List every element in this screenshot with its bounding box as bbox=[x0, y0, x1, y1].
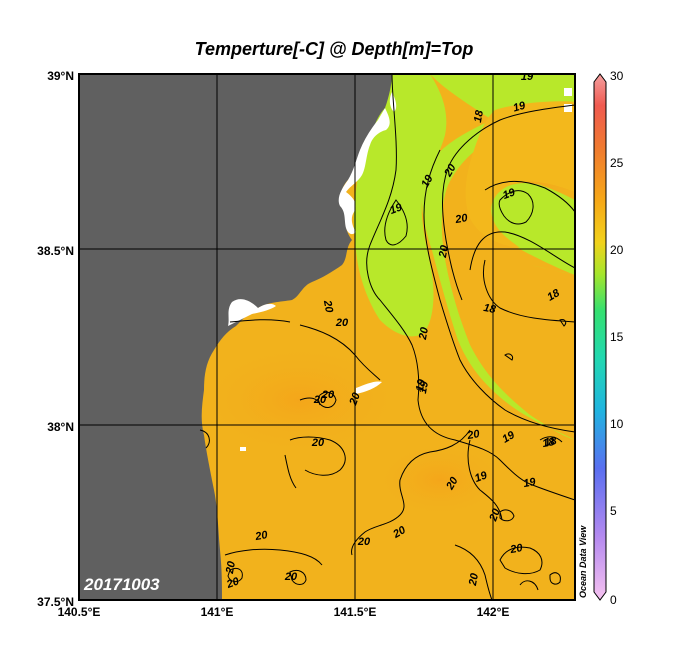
lon-tick-label: 141°E bbox=[201, 605, 234, 619]
lat-tick-label: 38.5°N bbox=[37, 244, 74, 258]
colorbar: 30 25 20 15 10 5 0 bbox=[593, 69, 624, 607]
lat-tick-label: 37.5°N bbox=[37, 595, 74, 609]
odv-credit: Ocean Data View bbox=[578, 525, 588, 598]
colorbar-tick-label: 15 bbox=[610, 330, 624, 344]
lat-axis: 39°N 38.5°N 38°N 37.5°N bbox=[37, 69, 74, 609]
land-mass bbox=[79, 74, 392, 600]
lon-tick-label: 141.5°E bbox=[334, 605, 377, 619]
contour-label: 20 bbox=[508, 542, 524, 556]
lat-tick-label: 38°N bbox=[47, 420, 74, 434]
contour-label: 18 bbox=[482, 302, 497, 316]
lon-tick-label: 142°E bbox=[477, 605, 510, 619]
no-data-coast bbox=[564, 104, 572, 112]
colorbar-bar bbox=[593, 73, 607, 601]
colorbar-tick-label: 0 bbox=[610, 593, 617, 607]
cool-water-region-east bbox=[421, 74, 575, 440]
contour-label: 20 bbox=[487, 506, 503, 523]
lon-axis: 140.5°E 141°E 141.5°E 142°E bbox=[58, 605, 510, 619]
contour-label: 20 bbox=[253, 529, 269, 543]
contour-label: 20 bbox=[321, 298, 335, 314]
isotherm-contours bbox=[199, 74, 575, 600]
colorbar-tick-label: 10 bbox=[610, 417, 624, 431]
contour-label: 20 bbox=[313, 394, 327, 406]
contour-label: 19 bbox=[521, 71, 534, 83]
contour-label: 20 bbox=[224, 575, 241, 591]
contour-label: 18 bbox=[543, 435, 558, 449]
no-data-coast bbox=[356, 381, 382, 394]
contour-label: 19 bbox=[417, 380, 431, 395]
contour-label: 18 bbox=[541, 436, 556, 450]
warm-patch bbox=[370, 440, 510, 520]
no-data-coast bbox=[338, 108, 390, 235]
contour-label: 20 bbox=[357, 536, 371, 548]
contour-label: 20 bbox=[224, 560, 238, 576]
no-data-coast bbox=[228, 299, 276, 326]
contour-label: 20 bbox=[335, 317, 349, 329]
contour-label: 18 bbox=[472, 109, 486, 124]
date-label: 20171003 bbox=[83, 575, 160, 594]
contour-label: 20 bbox=[311, 437, 325, 449]
colorbar-tick-label: 25 bbox=[610, 156, 624, 170]
contour-label: 20 bbox=[453, 212, 469, 226]
plot-frame bbox=[78, 73, 576, 601]
contour-label: 20 bbox=[465, 428, 481, 442]
chart-title: Temperture[-C] @ Depth[m]=Top bbox=[195, 39, 474, 59]
contour-label: 19 bbox=[512, 99, 528, 114]
contour-label: 20 bbox=[417, 326, 431, 342]
colorbar-tick-label: 5 bbox=[610, 504, 617, 518]
contour-label: 19 bbox=[501, 186, 517, 202]
contour-label: 19 bbox=[388, 201, 404, 217]
colorbar-tick-label: 30 bbox=[610, 69, 624, 83]
contour-label: 20 bbox=[467, 572, 481, 588]
colorbar-tick-label: 20 bbox=[610, 243, 624, 257]
lon-tick-label: 140.5°E bbox=[58, 605, 101, 619]
contour-label: 20 bbox=[321, 389, 335, 401]
graticule bbox=[79, 74, 575, 600]
contour-label: 19 bbox=[473, 469, 489, 485]
no-data-coast bbox=[240, 447, 246, 451]
lat-tick-label: 39°N bbox=[47, 69, 74, 83]
contour-label: 19 bbox=[414, 378, 428, 393]
contour-label: 20 bbox=[284, 571, 298, 583]
contour-label: 19 bbox=[522, 476, 537, 490]
no-data-coast bbox=[564, 88, 572, 96]
contour-label: 20 bbox=[437, 244, 451, 260]
